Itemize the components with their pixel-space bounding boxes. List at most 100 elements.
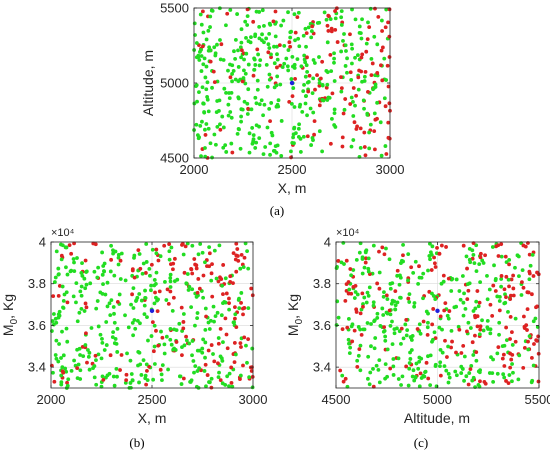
feasible-point: [200, 346, 205, 351]
infeasible-point: [290, 94, 295, 99]
feasible-point: [289, 77, 294, 81]
feasible-point: [499, 254, 504, 259]
infeasible-point: [209, 271, 214, 276]
infeasible-point: [504, 295, 508, 300]
infeasible-point: [359, 55, 364, 60]
infeasible-point: [370, 61, 375, 66]
feasible-point: [458, 297, 463, 302]
infeasible-point: [181, 320, 186, 324]
feasible-point: [56, 272, 61, 277]
feasible-point: [203, 306, 208, 311]
feasible-point: [383, 338, 388, 343]
infeasible-point: [380, 45, 385, 50]
feasible-point: [339, 23, 344, 27]
infeasible-point: [124, 378, 129, 383]
feasible-point: [152, 362, 157, 366]
feasible-point: [381, 313, 386, 317]
feasible-point: [499, 284, 504, 289]
feasible-point: [54, 338, 59, 343]
feasible-point: [201, 337, 206, 342]
feasible-point: [74, 300, 78, 305]
feasible-point: [154, 251, 159, 256]
feasible-point: [474, 269, 479, 274]
feasible-point: [275, 52, 279, 57]
feasible-point: [477, 262, 482, 267]
infeasible-point: [239, 252, 244, 257]
feasible-point: [332, 79, 337, 83]
feasible-point: [396, 356, 401, 361]
feasible-point: [302, 82, 306, 87]
infeasible-point: [143, 271, 148, 275]
feasible-point: [302, 53, 307, 58]
infeasible-point: [328, 52, 333, 57]
infeasible-point: [241, 312, 245, 317]
feasible-point: [281, 18, 286, 23]
feasible-point: [468, 260, 473, 265]
infeasible-point: [433, 265, 438, 269]
infeasible-point: [221, 263, 226, 267]
feasible-point: [290, 54, 295, 59]
y-axis-label-main-b: M: [0, 324, 16, 336]
infeasible-point: [207, 251, 212, 256]
feasible-point: [112, 320, 117, 325]
feasible-point: [168, 337, 173, 342]
feasible-point: [239, 55, 243, 60]
feasible-point: [413, 259, 418, 264]
infeasible-point: [212, 80, 217, 85]
infeasible-point: [238, 377, 242, 382]
feasible-point: [429, 252, 434, 257]
caption-c: (c): [414, 435, 428, 450]
feasible-point: [471, 353, 476, 357]
feasible-point: [220, 283, 225, 288]
feasible-point: [147, 267, 152, 271]
infeasible-point: [228, 274, 233, 279]
infeasible-point: [172, 256, 177, 261]
infeasible-point: [115, 299, 120, 304]
feasible-point: [237, 127, 241, 132]
infeasible-point: [343, 376, 348, 381]
feasible-point: [421, 271, 426, 276]
infeasible-point: [249, 286, 254, 291]
feasible-point: [130, 320, 135, 325]
feasible-point: [200, 250, 205, 255]
feasible-point: [111, 330, 116, 334]
caption-a: (a): [270, 203, 284, 218]
infeasible-point: [219, 277, 224, 281]
infeasible-point: [196, 277, 201, 281]
feasible-point: [64, 265, 68, 270]
feasible-point: [214, 276, 219, 281]
feasible-point: [168, 327, 173, 331]
infeasible-point: [383, 25, 388, 30]
feasible-point: [272, 61, 277, 66]
feasible-point: [152, 283, 157, 288]
infeasible-point: [156, 258, 161, 263]
infeasible-point: [366, 89, 370, 94]
infeasible-point: [216, 341, 221, 346]
infeasible-point: [157, 289, 162, 294]
feasible-point: [89, 326, 94, 330]
infeasible-point: [227, 301, 231, 306]
feasible-point: [116, 255, 121, 260]
feasible-point: [471, 253, 476, 257]
feasible-point: [519, 293, 524, 297]
infeasible-point: [320, 59, 325, 64]
feasible-point: [77, 310, 82, 315]
feasible-point: [82, 276, 87, 281]
infeasible-point: [499, 274, 504, 278]
feasible-point: [438, 360, 443, 365]
feasible-point: [206, 109, 211, 114]
feasible-point: [236, 96, 241, 101]
infeasible-point: [358, 126, 363, 131]
feasible-point: [208, 14, 213, 19]
infeasible-point: [218, 378, 223, 383]
feasible-point: [195, 369, 200, 373]
y-axis-label-c: M0, Kg: [285, 294, 305, 336]
feasible-point: [300, 109, 305, 114]
infeasible-point: [145, 368, 149, 373]
feasible-point: [511, 370, 515, 375]
infeasible-point: [465, 329, 469, 334]
feasible-point: [197, 135, 201, 140]
feasible-point: [202, 110, 207, 114]
infeasible-point: [447, 309, 452, 313]
feasible-point: [382, 290, 386, 295]
